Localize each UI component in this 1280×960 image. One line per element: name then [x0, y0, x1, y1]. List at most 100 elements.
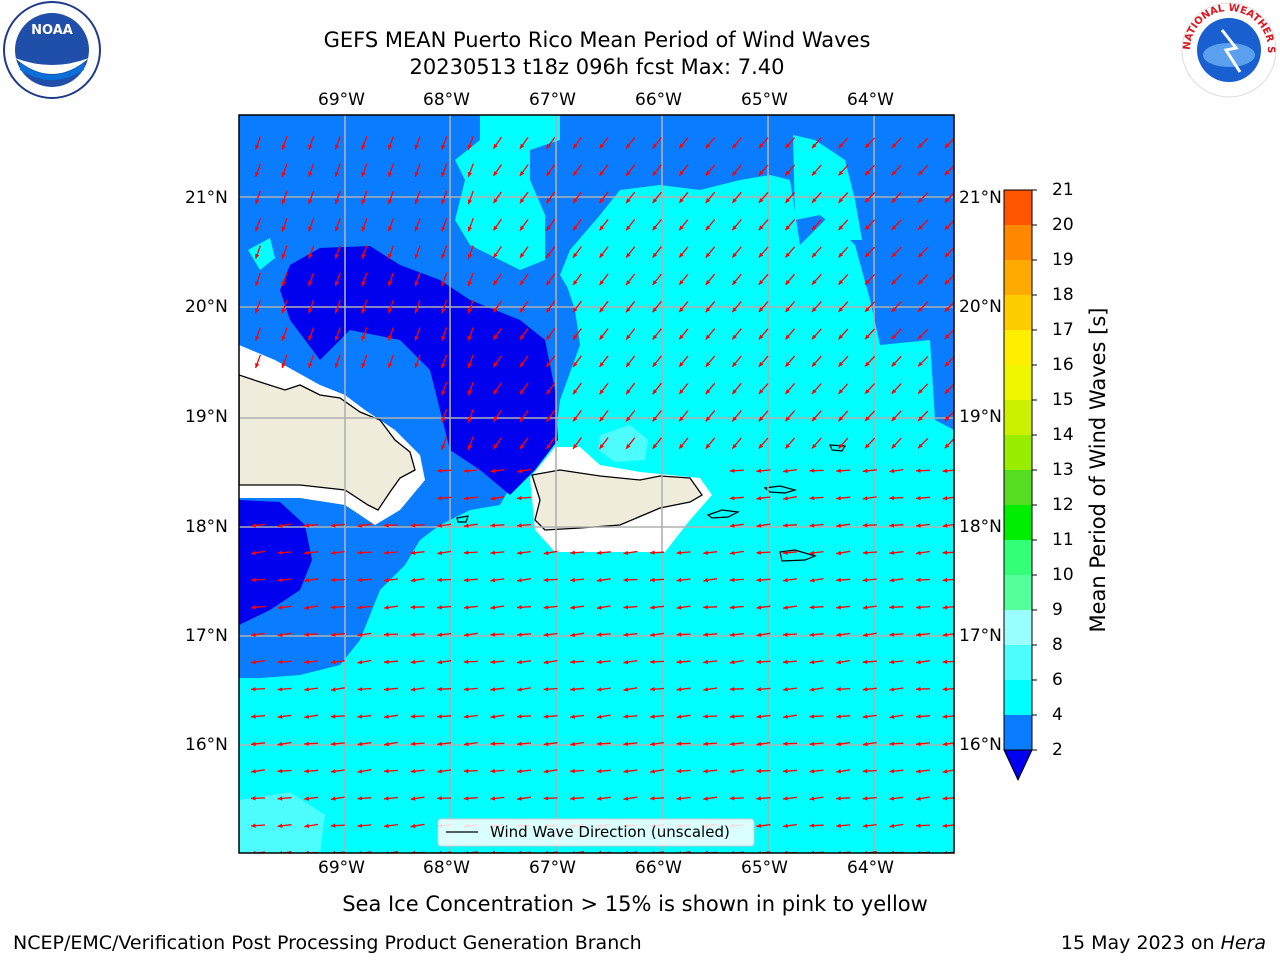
wind-wave-arrowhead — [519, 416, 525, 422]
wind-wave-arrowhead — [729, 686, 735, 692]
wind-wave-arrowhead — [811, 334, 817, 340]
wind-wave-arrowhead — [570, 768, 575, 774]
wind-wave-arrowhead — [361, 308, 366, 314]
wind-wave-arrowhead — [862, 496, 868, 501]
wind-wave-arrowhead — [441, 226, 446, 232]
wind-wave-arrowhead — [703, 632, 708, 637]
lat-tick-right-17n: 17°N — [959, 626, 1002, 646]
wind-wave-arrowhead — [862, 659, 868, 664]
wind-wave-arrowhead — [441, 363, 446, 368]
wind-wave-arrowhead — [255, 335, 260, 341]
wind-wave-arrowhead — [758, 198, 764, 203]
wind-wave-arrowhead — [493, 225, 498, 231]
wind-wave-arrowhead — [304, 659, 309, 665]
wind-wave-arrowhead — [570, 550, 575, 555]
lat-tick-left-18n: 18°N — [185, 517, 228, 537]
colorbar-segment — [1004, 715, 1032, 751]
wind-wave-arrowhead — [330, 741, 336, 746]
wind-wave-arrowhead — [517, 578, 522, 583]
wind-wave-arrowhead — [838, 252, 844, 258]
wind-wave-arrowhead — [944, 170, 950, 176]
wind-wave-arrowhead — [623, 632, 629, 637]
wind-wave-arrowhead — [679, 362, 684, 367]
wind-wave-arrowhead — [437, 632, 442, 637]
wind-wave-arrowhead — [865, 416, 870, 422]
wind-wave-arrowhead — [517, 605, 522, 610]
noaa-logo: NOAA — [3, 1, 101, 99]
lat-tick-right-21n: 21°N — [959, 188, 1002, 208]
footer-date: 15 May 2023 on Hera — [1061, 932, 1266, 954]
wind-wave-arrowhead — [623, 659, 629, 665]
wind-wave-arrowhead — [573, 225, 578, 231]
wind-wave-arrowhead — [441, 417, 446, 423]
wind-wave-arrowhead — [626, 334, 631, 340]
wind-wave-arrowhead — [357, 769, 363, 774]
wind-wave-arrowhead — [836, 523, 841, 528]
wind-wave-arrowhead — [811, 170, 817, 176]
wind-wave-arrowhead — [255, 226, 260, 232]
wind-wave-arrowhead — [783, 605, 788, 610]
wind-wave-arrowhead — [783, 823, 788, 828]
wind-wave-arrowhead — [519, 334, 525, 340]
wind-wave-arrowhead — [785, 307, 790, 313]
wind-wave-arrowhead — [862, 714, 868, 719]
wind-wave-arrowhead — [281, 253, 286, 259]
wind-wave-arrowhead — [546, 416, 551, 422]
wind-wave-arrowhead — [441, 390, 446, 396]
lat-tick-left-21n: 21°N — [185, 188, 228, 208]
colorbar-segment — [1004, 470, 1032, 506]
wind-wave-arrowhead — [596, 632, 602, 637]
wind-wave-arrowhead — [493, 171, 498, 176]
wind-wave-arrowhead — [918, 197, 923, 203]
wind-wave-arrowhead — [705, 361, 711, 367]
wind-wave-arrowhead — [918, 416, 923, 421]
wind-wave-arrowhead — [463, 577, 469, 583]
wind-wave-arrowhead — [942, 577, 948, 583]
wind-wave-arrowhead — [862, 550, 868, 555]
wind-wave-arrowhead — [676, 577, 682, 583]
puerto-rico-land — [531, 469, 703, 531]
lon-tick-bottom-69w: 69°W — [318, 858, 365, 878]
wind-wave-arrowhead — [756, 550, 761, 555]
wind-wave-arrowhead — [467, 171, 472, 177]
wind-wave-arrowhead — [251, 769, 256, 774]
wind-wave-arrowhead — [732, 416, 737, 422]
wind-wave-arrowhead — [357, 687, 363, 692]
wind-wave-arrowhead — [838, 307, 844, 312]
wind-wave-arrowhead — [441, 171, 446, 177]
wind-wave-arrowhead — [414, 281, 419, 287]
wind-wave-arrowhead — [729, 496, 735, 501]
wind-wave-arrowhead — [493, 389, 498, 395]
colorbar-segment — [1004, 610, 1032, 646]
wind-wave-arrowhead — [357, 741, 363, 747]
wind-wave-arrowhead — [916, 468, 921, 473]
wind-wave-arrowhead — [811, 361, 817, 367]
colorbar-labels: 21 20 19 18 17 16 15 14 13 12 11 10 9 8 6 4 2 — [1052, 180, 1112, 780]
wind-wave-arrowhead — [679, 389, 684, 395]
wind-wave-arrowhead — [729, 741, 735, 746]
wind-wave-arrowhead — [891, 279, 897, 285]
wind-wave-arrowhead — [388, 226, 393, 232]
wind-wave-arrowhead — [308, 171, 313, 177]
wind-wave-arrowhead — [865, 279, 870, 285]
wind-wave-arrowhead — [732, 361, 737, 367]
wind-wave-arrowhead — [889, 578, 895, 583]
field-4-6-tongue — [455, 115, 560, 270]
wind-wave-arrowhead — [281, 171, 286, 177]
wind-wave-arrowhead — [573, 389, 578, 395]
wind-wave-arrowhead — [811, 307, 817, 312]
wind-wave-arrowhead — [679, 443, 684, 449]
wind-wave-arrowhead — [679, 143, 684, 149]
wind-wave-arrowhead — [570, 659, 575, 664]
wind-wave-arrowhead — [255, 253, 260, 259]
wind-wave-arrowhead — [891, 225, 897, 230]
wind-wave-arrowhead — [652, 252, 658, 258]
wind-wave-arrowhead — [732, 280, 737, 285]
wind-wave-arrowhead — [891, 307, 897, 312]
wind-wave-arrowhead — [865, 198, 870, 203]
wind-wave-arrowhead — [546, 334, 551, 340]
wind-wave-arrowhead — [384, 687, 389, 692]
wind-wave-arrowhead — [889, 605, 894, 610]
wind-wave-arrowhead — [304, 796, 309, 801]
wind-wave-arrowhead — [384, 741, 389, 747]
